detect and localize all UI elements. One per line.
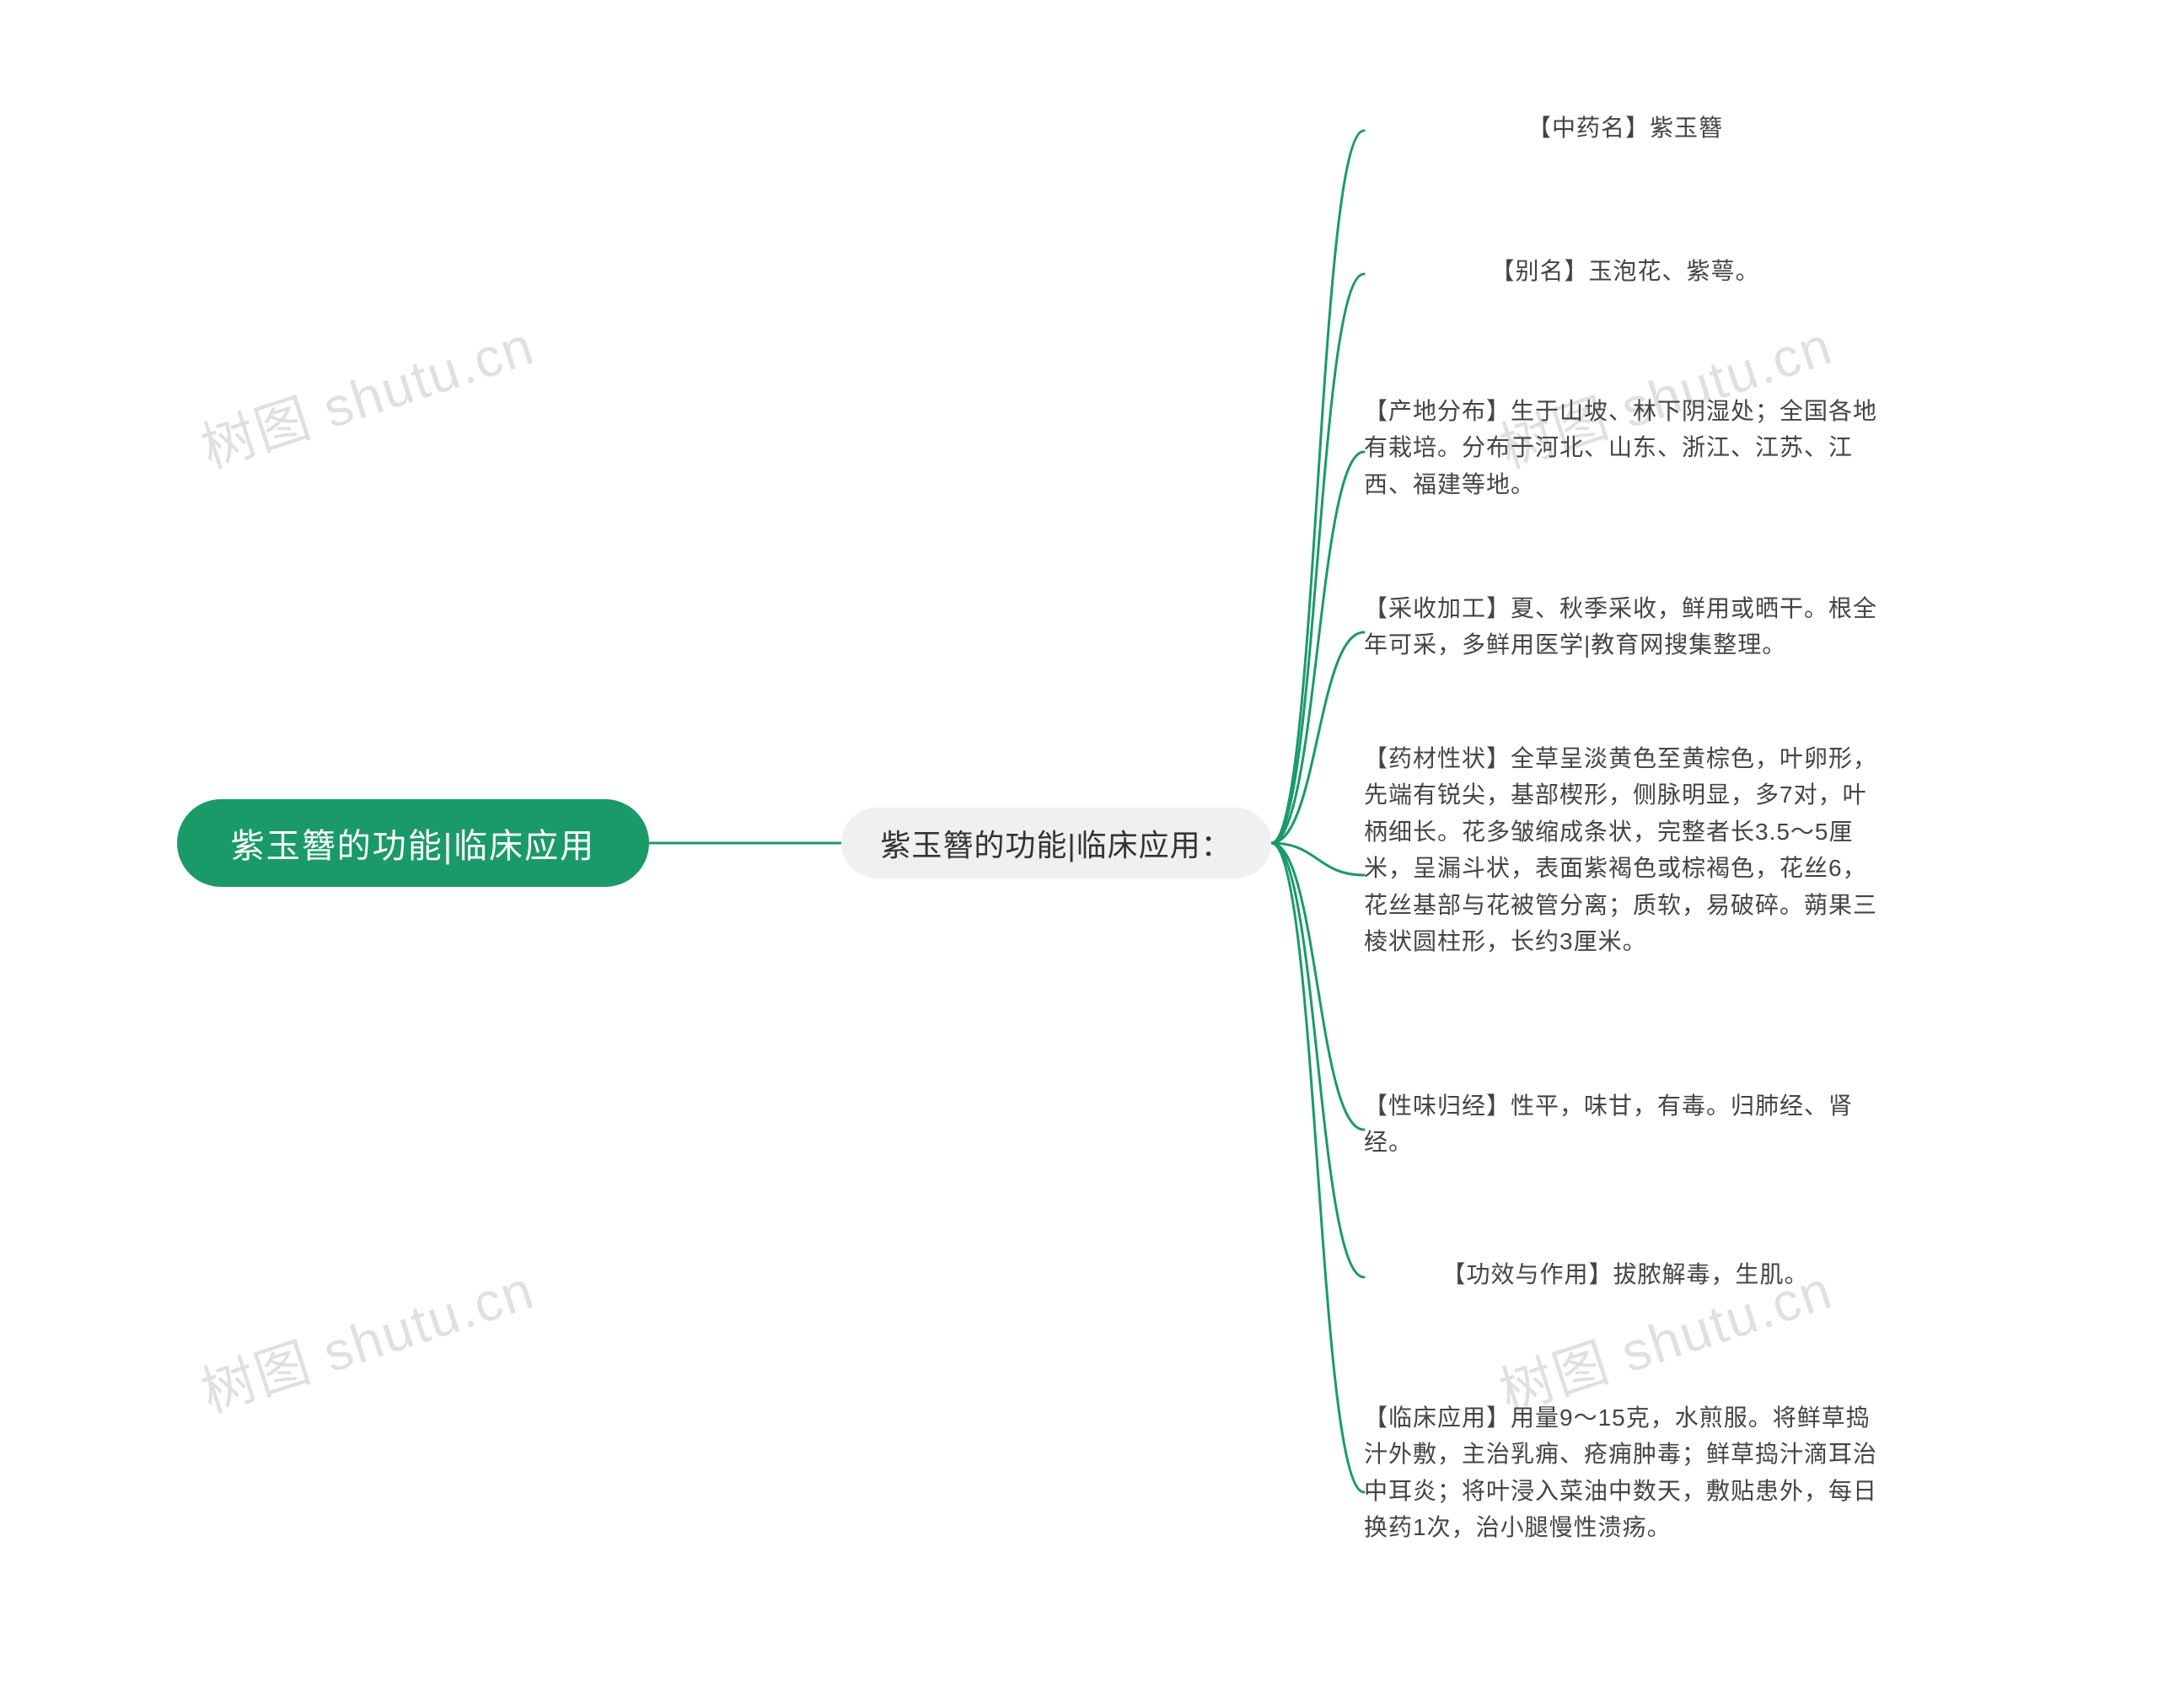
watermark: 树图 shutu.cn (191, 303, 543, 483)
leaf-origin[interactable]: 【产地分布】生于山坡、林下阴湿处；全国各地有栽培。分布于河北、山东、浙江、江苏、… (1364, 393, 1887, 502)
root-node[interactable]: 紫玉簪的功能|临床应用 (177, 799, 649, 887)
leaf-taste[interactable]: 【性味归经】性平，味甘，有毒。归肺经、肾经。 (1364, 1088, 1887, 1161)
leaf-alias[interactable]: 【别名】玉泡花、紫萼。 (1364, 253, 1887, 289)
mindmap-canvas: 树图 shutu.cn 树图 shutu.cn 树图 shutu.cn 树图 s… (0, 0, 2158, 1708)
sub-node[interactable]: 紫玉簪的功能|临床应用： (841, 808, 1271, 878)
leaf-shape[interactable]: 【药材性状】全草呈淡黄色至黄棕色，叶卵形，先端有锐尖，基部楔形，侧脉明显，多7对… (1364, 740, 1887, 959)
leaf-name[interactable]: 【中药名】紫玉簪 (1364, 110, 1887, 146)
leaf-clinic[interactable]: 【临床应用】用量9～15克，水煎服。将鲜草捣汁外敷，主治乳痈、疮痈肿毒；鲜草捣汁… (1364, 1399, 1887, 1546)
leaf-effect[interactable]: 【功效与作用】拔脓解毒，生肌。 (1364, 1256, 1887, 1292)
leaf-harvest[interactable]: 【采收加工】夏、秋季采收，鲜用或晒干。根全年可采，多鲜用医学|教育网搜集整理。 (1364, 590, 1887, 663)
watermark: 树图 shutu.cn (191, 1247, 543, 1427)
